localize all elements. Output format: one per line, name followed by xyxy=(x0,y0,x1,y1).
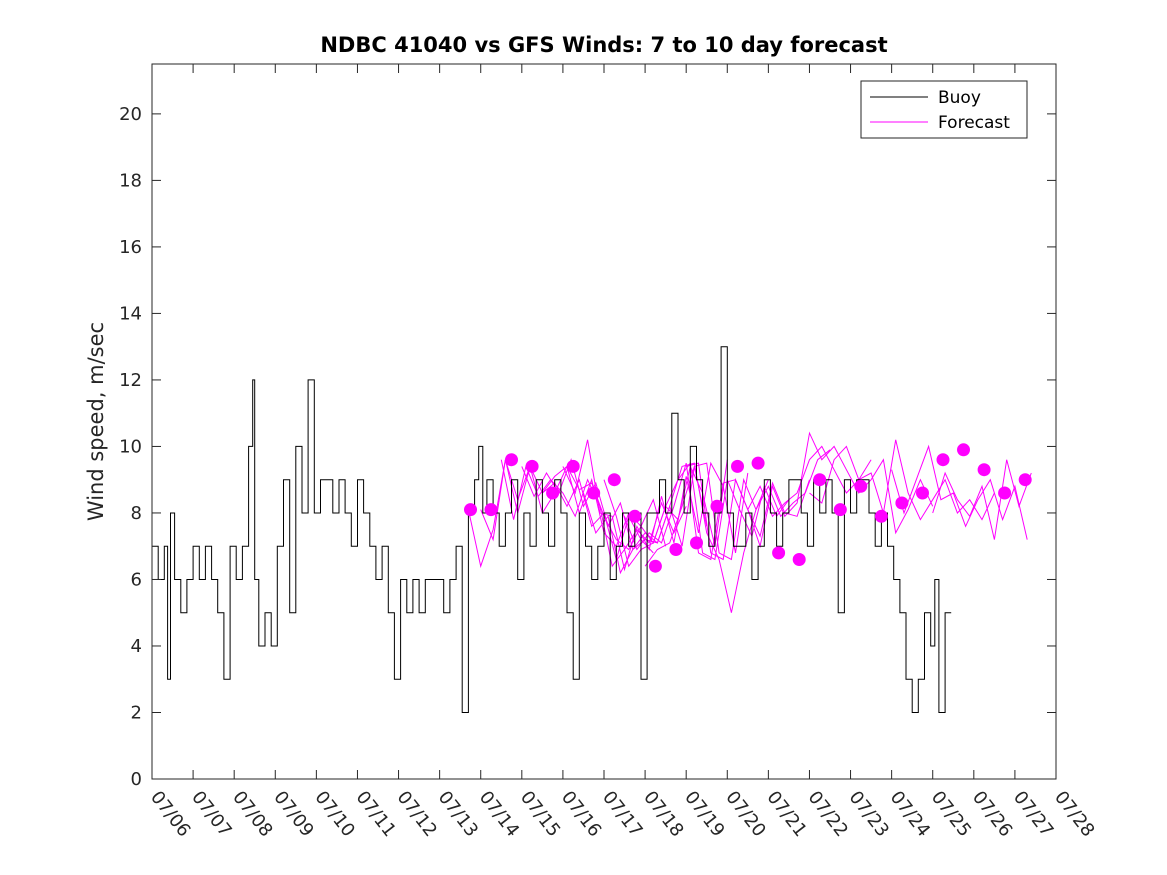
forecast-marker xyxy=(669,543,683,556)
forecast-marker xyxy=(936,453,950,467)
y-tick-label: 18 xyxy=(119,170,142,191)
legend-label-forecast: Forecast xyxy=(938,113,1010,133)
forecast-marker xyxy=(628,509,642,523)
forecast-marker xyxy=(505,453,518,467)
forecast-marker xyxy=(566,459,580,473)
forecast-marker xyxy=(731,459,744,473)
forecast-line-8 xyxy=(624,462,810,561)
forecast-marker xyxy=(751,456,765,470)
forecast-marker xyxy=(464,503,477,517)
forecast-marker xyxy=(484,503,498,517)
forecast-marker xyxy=(998,486,1012,500)
y-tick-label: 8 xyxy=(131,503,142,524)
y-axis: 0 2 4 6 8 10 12 14 16 18 20 xyxy=(119,104,1056,790)
forecast-marker xyxy=(607,473,621,487)
forecast-marker xyxy=(648,559,662,573)
y-tick-label: 20 xyxy=(119,104,142,125)
y-tick-label: 4 xyxy=(131,636,142,657)
forecast-marker xyxy=(546,486,560,500)
forecast-marker xyxy=(833,503,847,517)
y-tick-label: 6 xyxy=(131,569,142,590)
forecast-marker xyxy=(854,479,868,493)
y-axis-label: Wind speed, m/sec xyxy=(84,322,108,521)
series-layer xyxy=(152,346,1032,713)
forecast-line-14 xyxy=(932,459,1032,540)
forecast-line-9 xyxy=(644,449,831,567)
forecast-marker xyxy=(587,486,601,500)
y-tick-label: 2 xyxy=(131,702,142,723)
legend: Buoy Forecast xyxy=(860,80,1028,139)
forecast-marker xyxy=(1018,473,1032,487)
forecast-line-5 xyxy=(562,439,749,572)
y-tick-label: 14 xyxy=(119,303,142,324)
forecast-line-13 xyxy=(891,444,1028,540)
forecast-line-7 xyxy=(603,461,790,568)
forecast-marker xyxy=(957,443,970,457)
forecast-marker xyxy=(772,546,786,560)
chart-title: NDBC 41040 vs GFS Winds: 7 to 10 day for… xyxy=(320,33,887,57)
legend-label-buoy: Buoy xyxy=(938,88,981,108)
y-tick-label: 12 xyxy=(119,370,142,391)
legend-box xyxy=(860,80,1028,139)
forecast-marker xyxy=(874,509,888,523)
forecast-marker xyxy=(690,536,703,550)
forecast-marker xyxy=(525,459,539,473)
y-tick-label: 16 xyxy=(119,237,142,258)
forecast-marker xyxy=(977,463,991,477)
forecast-marker xyxy=(792,553,806,566)
forecast-marker xyxy=(710,499,724,513)
forecast-marker xyxy=(895,496,909,510)
forecast-marker xyxy=(813,473,827,487)
forecast-line-11 xyxy=(747,431,934,549)
forecast-line-12 xyxy=(809,439,995,521)
y-tick-label: 10 xyxy=(119,436,142,457)
forecast-line-6 xyxy=(583,462,769,613)
forecast-marker xyxy=(916,486,929,500)
y-tick-label: 0 xyxy=(131,769,142,790)
forecast-line-3 xyxy=(521,458,708,551)
forecast-line-10 xyxy=(686,445,872,561)
plot-area xyxy=(152,64,1056,779)
